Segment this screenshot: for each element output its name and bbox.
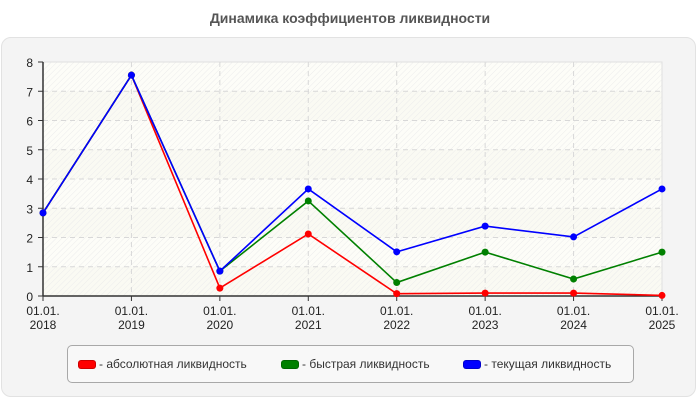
y-tick-label: 5 [26,144,33,158]
series-line-0 [42,73,663,297]
data-point [658,248,666,256]
legend-swatch-blue [463,359,481,369]
series-line-2 [42,73,663,273]
legend-label: - абсолютная ликвидность [99,357,247,371]
x-tick-label: 2021 [295,318,322,332]
legend-swatch-green [281,359,299,369]
data-point [658,185,666,193]
legend-item-absolute[interactable]: - абсолютная ликвидность [78,357,247,371]
data-point [216,267,224,275]
x-tick-label: 01.01. [468,304,501,318]
data-point [481,289,489,297]
x-tick-label: 01.01. [292,304,325,318]
legend-item-current[interactable]: - текущая ликвидность [463,357,611,371]
x-tick-label: 01.01. [115,304,148,318]
y-tick-label: 0 [26,290,33,304]
y-tick-label: 2 [26,232,33,246]
data-point [393,290,401,298]
y-tick-label: 3 [26,202,33,216]
x-tick-label: 01.01. [557,304,590,318]
data-point [304,230,312,238]
y-tick-label: 1 [26,261,33,275]
legend-swatch-red [78,359,96,369]
data-point [304,197,312,205]
legend-label: - быстрая ликвидность [302,357,430,371]
x-tick-label: 2018 [30,318,57,332]
y-tick-label: 7 [26,85,33,99]
x-tick-label: 2022 [383,318,410,332]
x-tick-label: 2023 [472,318,499,332]
data-point [481,248,489,256]
x-tick-label: 2020 [207,318,234,332]
data-point [393,279,401,287]
x-tick-label: 01.01. [645,304,678,318]
legend-item-quick[interactable]: - быстрая ликвидность [281,357,430,371]
x-tick-label: 2024 [560,318,587,332]
data-point [304,185,312,193]
data-point [216,284,224,292]
legend: - абсолютная ликвидность - быстрая ликви… [67,345,634,383]
y-tick-label: 8 [26,56,33,70]
x-tick-label: 2019 [118,318,145,332]
data-point [570,275,578,283]
y-tick-label: 6 [26,115,33,129]
legend-label: - текущая ликвидность [484,357,612,371]
data-point [39,209,47,217]
data-point [570,289,578,297]
data-point [570,233,578,241]
chart-title: Динамика коэффициентов ликвидности [209,10,491,26]
x-tick-label: 01.01. [203,304,236,318]
data-point [393,248,401,256]
data-point [658,291,666,299]
x-tick-label: 2025 [649,318,676,332]
y-tick-label: 4 [26,173,33,187]
data-point [127,71,135,79]
x-tick-label: 01.01. [380,304,413,318]
plot-area: 01234567801.01.201801.01.201901.01.20200… [26,56,678,332]
data-point [481,222,489,230]
x-tick-label: 01.01. [26,304,59,318]
